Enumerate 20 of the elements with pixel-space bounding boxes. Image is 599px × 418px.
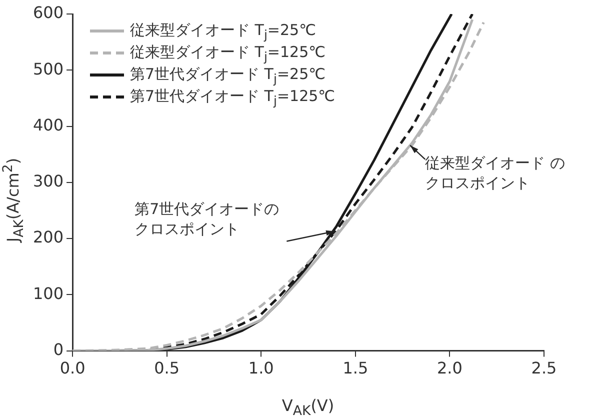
legend-label: 従来型ダイオード T$_{j}$=125℃ (130, 42, 326, 64)
annotation: 第7世代ダイオードのクロスポイント (134, 199, 280, 240)
annotation: 従来型ダイオード のクロスポイント (425, 153, 566, 194)
x-tick-label: 1.0 (248, 358, 274, 378)
y-tick-label: 500 (32, 59, 64, 78)
y-tick-label: 200 (32, 228, 64, 247)
y-tick-label: 600 (32, 3, 64, 22)
x-tick-label: 0.0 (60, 358, 86, 378)
legend-label: 従来型ダイオード T$_{j}$=25℃ (130, 20, 316, 42)
x-tick-label: 0.5 (154, 358, 180, 378)
legend-label: 第7世代ダイオード T$_{j}$=125℃ (130, 86, 336, 108)
x-axis-title: V$_{AK}$(V) (282, 396, 334, 418)
legend-label: 第7世代ダイオード T$_{j}$=25℃ (130, 64, 326, 86)
y-tick-label: 100 (32, 284, 64, 303)
y-tick-label: 400 (32, 115, 64, 134)
y-tick-label: 0 (53, 340, 64, 359)
x-tick-label: 2.0 (436, 358, 462, 378)
x-tick-label: 2.5 (531, 358, 557, 378)
x-tick-label: 1.5 (342, 358, 368, 378)
y-tick-label: 300 (32, 172, 64, 191)
